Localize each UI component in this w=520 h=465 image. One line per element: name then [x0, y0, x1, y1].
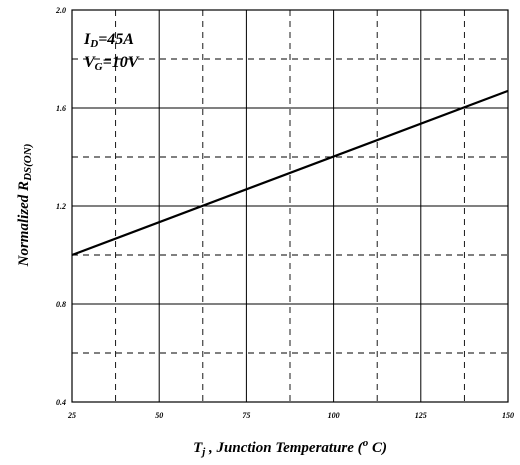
y-tick-label: 0.4 — [56, 398, 66, 407]
x-tick-label: 100 — [328, 411, 340, 420]
y-tick-labels: 0.4 0.8 1.2 1.6 2.0 — [55, 6, 66, 407]
x-tick-labels: 25 50 75 100 125 150 — [67, 411, 514, 420]
y-axis-label: Normalized RDS(ON) — [16, 144, 34, 268]
series-layer — [71, 89, 509, 257]
plot-frame — [71, 9, 509, 403]
annotation-gate-voltage: VG=10V — [84, 54, 140, 73]
y-tick-label: 0.8 — [56, 300, 66, 309]
x-tick-label: 25 — [67, 411, 76, 420]
annotation-drain-current: ID=45A — [83, 31, 134, 50]
x-tick-label: 50 — [155, 411, 163, 420]
y-tick-label: 1.6 — [56, 104, 66, 113]
grid — [72, 10, 508, 402]
x-tick-label: 150 — [502, 411, 514, 420]
series-line-0 — [71, 89, 509, 257]
x-axis-label: Tj , Junction Temperature (o C) — [193, 437, 387, 458]
x-tick-label: 75 — [242, 411, 250, 420]
y-tick-label: 1.2 — [56, 202, 66, 211]
x-tick-label: 125 — [415, 411, 427, 420]
y-tick-label: 2.0 — [55, 6, 66, 15]
